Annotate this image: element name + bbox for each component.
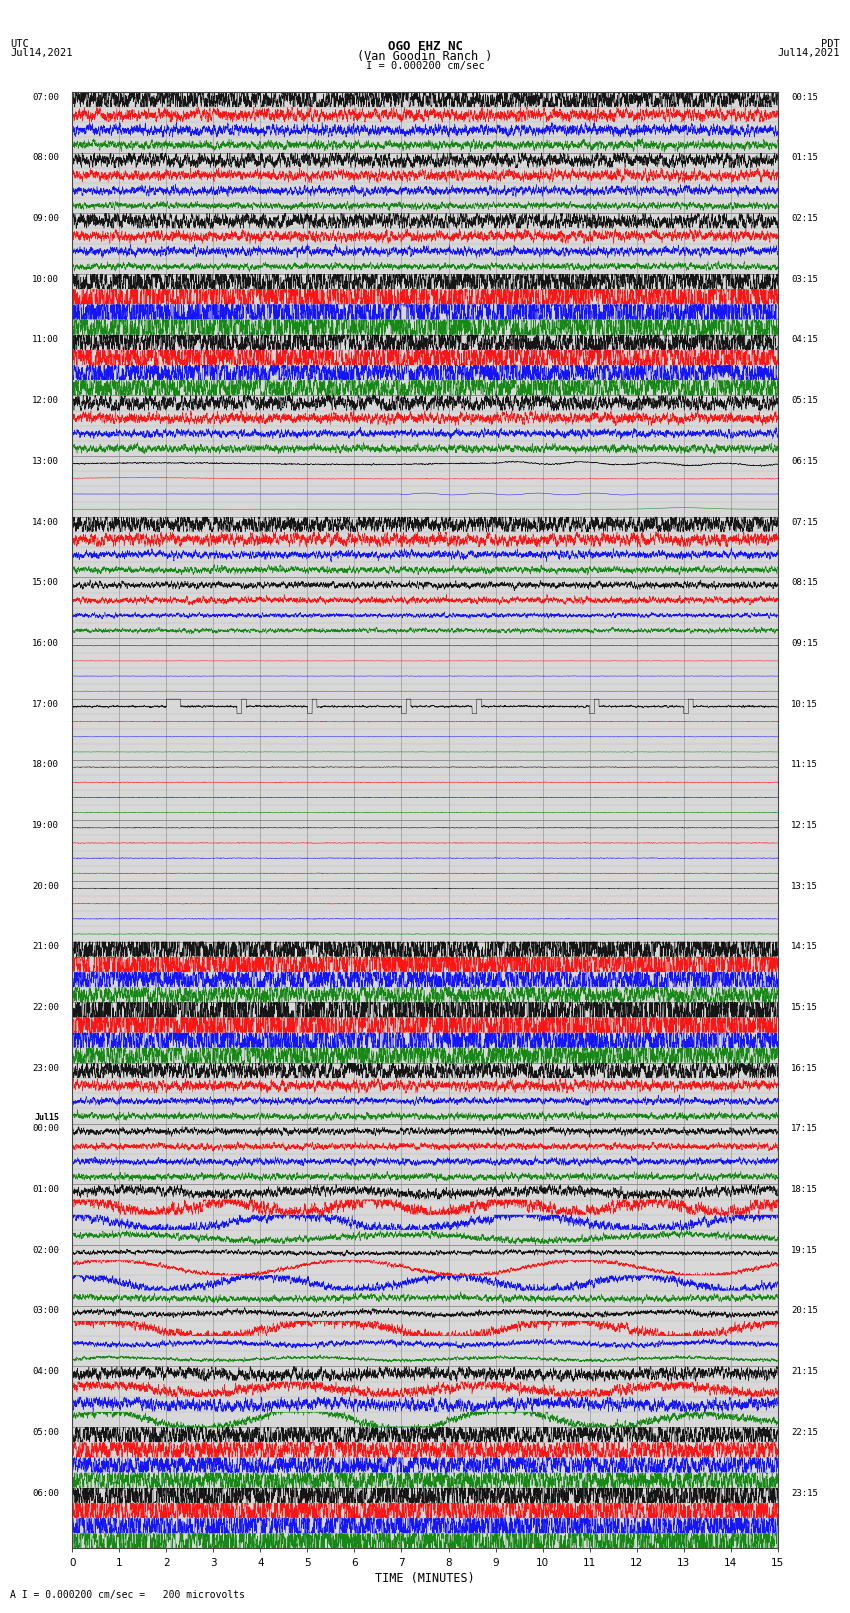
Text: 21:00: 21:00	[32, 942, 60, 952]
Text: Jul15: Jul15	[34, 1113, 60, 1123]
Text: 08:00: 08:00	[32, 153, 60, 163]
Text: 03:15: 03:15	[790, 274, 818, 284]
Text: 15:00: 15:00	[32, 577, 60, 587]
Text: 10:00: 10:00	[32, 274, 60, 284]
Text: PDT: PDT	[821, 39, 840, 48]
Text: 02:15: 02:15	[790, 215, 818, 223]
Text: 14:15: 14:15	[790, 942, 818, 952]
Text: 05:00: 05:00	[32, 1428, 60, 1437]
Text: 04:15: 04:15	[790, 336, 818, 345]
Text: 23:00: 23:00	[32, 1063, 60, 1073]
Text: 00:00: 00:00	[32, 1124, 60, 1134]
Text: OGO EHZ NC: OGO EHZ NC	[388, 40, 462, 53]
Text: 16:00: 16:00	[32, 639, 60, 648]
Text: 18:15: 18:15	[790, 1186, 818, 1194]
Text: 00:15: 00:15	[790, 92, 818, 102]
Text: 11:15: 11:15	[790, 760, 818, 769]
Text: 01:00: 01:00	[32, 1186, 60, 1194]
Text: 16:15: 16:15	[790, 1063, 818, 1073]
Text: 06:15: 06:15	[790, 456, 818, 466]
Text: 14:00: 14:00	[32, 518, 60, 526]
Text: 20:00: 20:00	[32, 882, 60, 890]
Text: Jul14,2021: Jul14,2021	[777, 48, 840, 58]
Text: Jul14,2021: Jul14,2021	[10, 48, 73, 58]
Text: 05:15: 05:15	[790, 397, 818, 405]
Text: 22:15: 22:15	[790, 1428, 818, 1437]
Text: 17:00: 17:00	[32, 700, 60, 708]
Text: 22:00: 22:00	[32, 1003, 60, 1011]
Text: 19:15: 19:15	[790, 1245, 818, 1255]
X-axis label: TIME (MINUTES): TIME (MINUTES)	[375, 1571, 475, 1584]
Text: 04:00: 04:00	[32, 1368, 60, 1376]
Text: 19:00: 19:00	[32, 821, 60, 831]
Text: 21:15: 21:15	[790, 1368, 818, 1376]
Text: 03:00: 03:00	[32, 1307, 60, 1316]
Text: 07:15: 07:15	[790, 518, 818, 526]
Text: I = 0.000200 cm/sec: I = 0.000200 cm/sec	[366, 61, 484, 71]
Text: 10:15: 10:15	[790, 700, 818, 708]
Text: 15:15: 15:15	[790, 1003, 818, 1011]
Text: 23:15: 23:15	[790, 1489, 818, 1497]
Text: 02:00: 02:00	[32, 1245, 60, 1255]
Text: 20:15: 20:15	[790, 1307, 818, 1316]
Text: 01:15: 01:15	[790, 153, 818, 163]
Text: 08:15: 08:15	[790, 577, 818, 587]
Text: 12:00: 12:00	[32, 397, 60, 405]
Text: 18:00: 18:00	[32, 760, 60, 769]
Text: 06:00: 06:00	[32, 1489, 60, 1497]
Text: 09:15: 09:15	[790, 639, 818, 648]
Text: (Van Goodin Ranch ): (Van Goodin Ranch )	[357, 50, 493, 63]
Text: A I = 0.000200 cm/sec =   200 microvolts: A I = 0.000200 cm/sec = 200 microvolts	[10, 1590, 245, 1600]
Text: 09:00: 09:00	[32, 215, 60, 223]
Text: 12:15: 12:15	[790, 821, 818, 831]
Text: 13:15: 13:15	[790, 882, 818, 890]
Text: 07:00: 07:00	[32, 92, 60, 102]
Text: UTC: UTC	[10, 39, 29, 48]
Text: 11:00: 11:00	[32, 336, 60, 345]
Text: 13:00: 13:00	[32, 456, 60, 466]
Text: 17:15: 17:15	[790, 1124, 818, 1134]
